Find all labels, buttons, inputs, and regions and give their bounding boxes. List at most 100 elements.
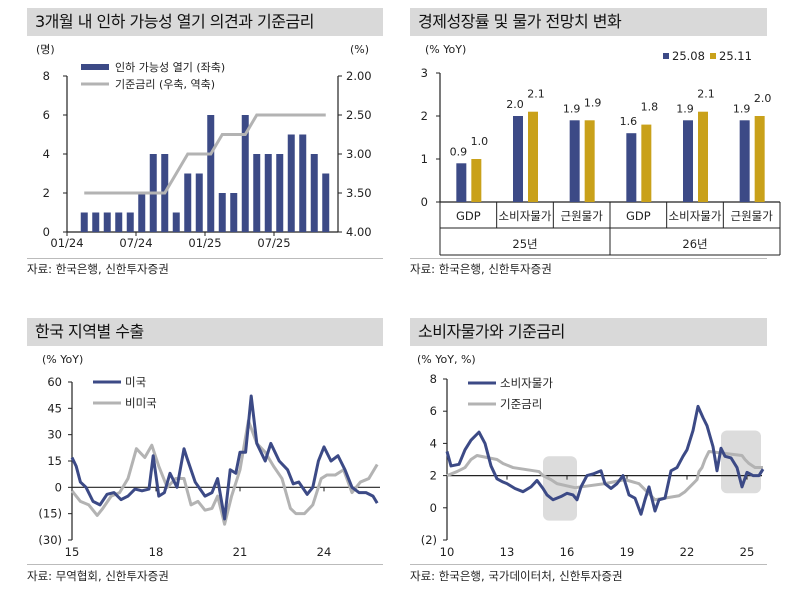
series-line-1	[70, 419, 379, 526]
bar	[584, 120, 595, 202]
category-label: GDP	[456, 209, 481, 223]
chart1-title: 3개월 내 인하 가능성 열기 의견과 기준금리	[27, 8, 383, 36]
bar	[80, 212, 88, 232]
legend-swatch	[710, 53, 716, 59]
bar	[184, 173, 192, 232]
y-tick-label: 60	[47, 375, 62, 389]
data-label: 1.8	[641, 101, 659, 114]
chart3-source: 자료: 무역협회, 신한투자증권	[27, 569, 169, 583]
legend-label: 기준금리 (우축, 역축)	[115, 78, 215, 91]
x-tick-label: 10	[440, 545, 455, 559]
y-axis-unit: (% YoY)	[425, 43, 466, 56]
data-label: 1.9	[676, 102, 694, 115]
bar	[299, 134, 307, 232]
x-tick-label: 25	[740, 545, 755, 559]
data-label: 2.1	[697, 88, 715, 101]
legend-swatch	[663, 53, 669, 59]
bar	[322, 173, 330, 232]
x-tick-label: 16	[560, 545, 575, 559]
data-label: 2.1	[527, 88, 545, 101]
legend-label: 비미국	[125, 396, 157, 410]
legend-label: 25.08	[672, 49, 705, 63]
y-tick-label: 0	[421, 195, 428, 209]
left-tick-label: 8	[43, 69, 50, 83]
data-label: 1.0	[471, 135, 489, 148]
category-label: 근원물가	[561, 209, 604, 223]
y-tick-label: 45	[47, 401, 62, 415]
right-tick-label: 3.00	[346, 147, 372, 161]
x-tick-label: 19	[620, 545, 635, 559]
y-tick-label: 1	[421, 152, 428, 166]
y-tick-label: 15	[47, 454, 62, 468]
bar	[218, 193, 226, 232]
bar	[230, 193, 238, 232]
data-label: 1.9	[733, 102, 751, 115]
x-tick-label: 13	[500, 545, 515, 559]
rate-line	[84, 113, 326, 195]
chart2-title: 경제성장률 및 물가 전망치 변화	[410, 8, 767, 36]
category-label: 근원물가	[731, 209, 774, 223]
x-tick-label: 15	[65, 545, 80, 559]
legend-label: 인하 가능성 열기 (좌축)	[115, 60, 225, 74]
legend-label: 미국	[125, 375, 146, 389]
legend-label: 25.11	[719, 49, 752, 63]
y-tick-label: 6	[430, 404, 437, 418]
bar	[126, 212, 134, 232]
y-tick-label: (15)	[38, 507, 62, 521]
x-tick-label: 01/25	[188, 236, 221, 250]
bar	[207, 115, 215, 232]
chart2-source: 자료: 한국은행, 신한투자증권	[410, 262, 552, 276]
category-label: GDP	[626, 209, 651, 223]
legend-swatch-bar	[81, 64, 109, 70]
bar	[241, 115, 249, 232]
legend-label: 소비자물가	[500, 376, 553, 390]
divider	[410, 258, 767, 259]
bar	[513, 116, 523, 202]
series-line-0	[70, 394, 379, 521]
y-tick-label: (30)	[38, 533, 62, 547]
right-tick-label: 2.00	[346, 69, 372, 83]
right-tick-label: 4.00	[346, 225, 372, 239]
y-tick-label: 4	[430, 436, 437, 450]
bar	[195, 173, 203, 232]
data-label: 1.9	[584, 96, 602, 109]
x-tick-label: 21	[233, 545, 248, 559]
bar	[276, 154, 284, 232]
y-tick-label: 0	[430, 501, 437, 515]
bar	[569, 120, 580, 202]
bar	[115, 212, 123, 232]
y-tick-label: 8	[430, 372, 437, 386]
x-tick-label: 24	[317, 545, 332, 559]
y-tick-label: 30	[47, 428, 62, 442]
x-tick-label: 07/24	[119, 236, 152, 250]
left-tick-label: 2	[43, 186, 50, 200]
y-tick-label: 2	[430, 469, 437, 483]
bar	[103, 212, 111, 232]
category-label: 소비자물가	[669, 209, 722, 223]
left-tick-label: 4	[43, 147, 50, 161]
bar	[172, 212, 180, 232]
bar	[641, 124, 652, 202]
data-label: 2.0	[506, 98, 524, 111]
right-tick-label: 3.50	[346, 186, 372, 200]
data-label: 1.9	[563, 102, 581, 115]
divider	[410, 564, 767, 565]
bar	[456, 163, 467, 202]
y-tick-label: 3	[421, 66, 428, 80]
bar	[92, 212, 100, 232]
y-axis-unit: (% YoY, %)	[417, 353, 476, 366]
right-tick-label: 2.50	[346, 108, 372, 122]
right-axis-unit: (%)	[350, 43, 369, 56]
bar	[471, 159, 482, 202]
bar	[264, 154, 272, 232]
bar	[253, 154, 261, 232]
left-tick-label: 0	[43, 225, 50, 239]
bar	[310, 154, 318, 232]
data-label: 1.6	[620, 115, 638, 128]
bar	[287, 134, 295, 232]
y-tick-label: 0	[55, 480, 62, 494]
x-tick-label: 07/25	[257, 236, 290, 250]
chart4-source: 자료: 한국은행, 국가데이터처, 신한투자증권	[410, 569, 623, 583]
chart1-source: 자료: 한국은행, 신한투자증권	[27, 262, 169, 276]
